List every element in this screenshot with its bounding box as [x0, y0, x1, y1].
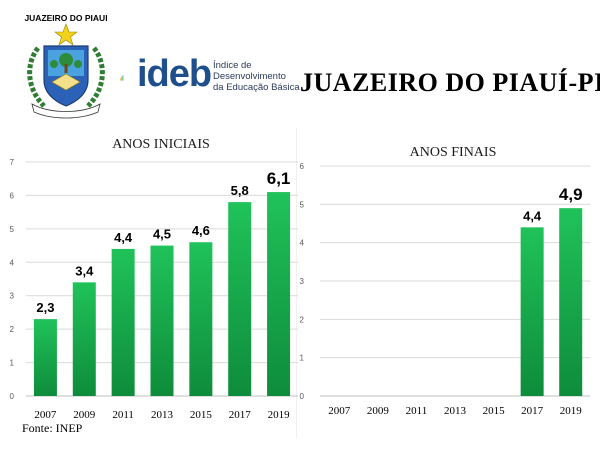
y-tick-label: 2: [10, 325, 15, 334]
data-label: 3,4: [75, 263, 94, 278]
x-tick-label: 2011: [406, 405, 428, 417]
data-label: 4,5: [153, 227, 171, 242]
y-tick-label: 6: [300, 162, 305, 171]
ideb-sub-line: Índice de: [213, 60, 252, 71]
bar: [228, 202, 252, 396]
x-tick-label: 2009: [73, 409, 96, 421]
ideb-logo-text: ideb: [137, 53, 212, 95]
x-tick-label: 2017: [521, 405, 544, 417]
page-title: JUAZEIRO DO PIAUÍ-PI: [300, 68, 600, 97]
crest-ribbon-icon: [31, 103, 101, 119]
y-tick-label: 7: [10, 158, 15, 167]
x-tick-label: 2007: [34, 409, 57, 421]
data-label: 5,8: [231, 183, 249, 198]
crest-laurel-left-icon: [27, 46, 46, 108]
bar: [267, 192, 291, 396]
y-tick-label: 2: [300, 315, 305, 324]
x-tick-label: 2019: [560, 405, 583, 417]
bar: [520, 227, 544, 396]
y-tick-label: 1: [10, 359, 15, 368]
source-note: Fonte: INEP: [22, 421, 83, 435]
x-tick-label: 2013: [151, 409, 174, 421]
x-tick-label: 2017: [229, 409, 252, 421]
x-tick-label: 2011: [112, 409, 134, 421]
panel-divider: [296, 128, 297, 438]
data-label: 4,4: [523, 208, 542, 223]
data-label: 4,9: [559, 185, 583, 204]
data-label: 4,4: [114, 230, 133, 245]
x-tick-label: 2009: [367, 405, 390, 417]
y-tick-label: 1: [300, 354, 305, 363]
bar: [72, 282, 96, 396]
x-tick-label: 2007: [328, 405, 351, 417]
y-tick-label: 3: [10, 292, 15, 301]
chart-title: ANOS INICIAIS: [112, 137, 210, 152]
y-tick-label: 3: [300, 277, 305, 286]
bar: [150, 245, 174, 396]
bar: [559, 208, 583, 396]
y-tick-label: 4: [10, 258, 15, 267]
bar: [111, 248, 135, 396]
ideb-sub-line: Desenvolvimento: [213, 71, 286, 82]
ideb-logo-subtitle: Índice de Desenvolvimento da Educação Bá…: [213, 60, 323, 93]
y-tick-label: 0: [300, 392, 305, 401]
y-tick-label: 5: [10, 225, 15, 234]
y-tick-label: 0: [10, 392, 15, 401]
ideb-bars-icon: [120, 75, 124, 81]
bar: [33, 319, 57, 396]
crest-text: JUAZEIRO DO PIAUI: [24, 13, 107, 23]
data-label: 2,3: [36, 300, 54, 315]
crest-laurel-right-icon: [86, 46, 105, 108]
y-tick-label: 4: [300, 239, 305, 248]
ideb-sub-line: da Educação Básica: [213, 82, 300, 93]
municipal-crest-logo: JUAZEIRO DO PIAUI: [24, 13, 108, 119]
x-tick-label: 2019: [268, 409, 291, 421]
data-label: 6,1: [267, 169, 291, 188]
y-tick-label: 5: [300, 200, 305, 209]
x-tick-label: 2015: [483, 405, 506, 417]
x-tick-label: 2013: [444, 405, 467, 417]
data-label: 4,6: [192, 223, 210, 238]
y-tick-label: 6: [10, 191, 15, 200]
x-tick-label: 2015: [190, 409, 213, 421]
chart-title: ANOS FINAIS: [410, 145, 497, 160]
crest-star-icon: [54, 23, 78, 46]
bar: [189, 242, 213, 396]
